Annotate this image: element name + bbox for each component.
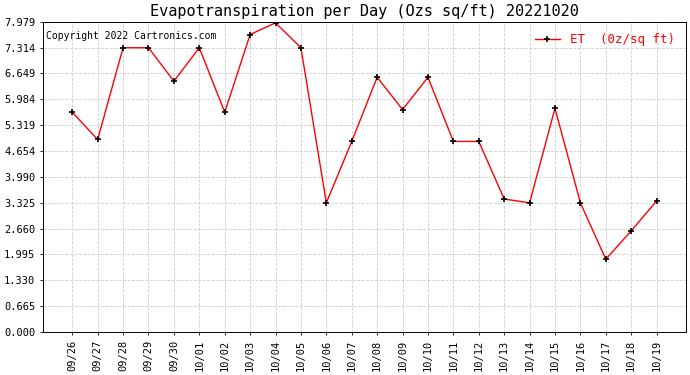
ET  (0z/sq ft) [297, 45, 305, 50]
ET  (0z/sq ft) [322, 201, 331, 205]
ET  (0z/sq ft) [246, 32, 254, 37]
ET  (0z/sq ft) [627, 229, 635, 233]
ET  (0z/sq ft) [271, 21, 279, 25]
ET  (0z/sq ft) [221, 110, 229, 114]
ET  (0z/sq ft) [475, 139, 483, 144]
ET  (0z/sq ft) [500, 197, 509, 201]
Title: Evapotranspiration per Day (Ozs sq/ft) 20221020: Evapotranspiration per Day (Ozs sq/ft) 2… [150, 4, 579, 19]
ET  (0z/sq ft) [424, 75, 432, 80]
ET  (0z/sq ft) [373, 75, 382, 80]
ET  (0z/sq ft) [348, 139, 356, 144]
ET  (0z/sq ft) [144, 45, 152, 50]
ET  (0z/sq ft) [94, 137, 102, 142]
ET  (0z/sq ft) [170, 79, 178, 83]
ET  (0z/sq ft) [653, 199, 661, 203]
Legend: ET  (0z/sq ft): ET (0z/sq ft) [530, 28, 680, 51]
ET  (0z/sq ft) [602, 257, 610, 261]
ET  (0z/sq ft) [551, 106, 559, 111]
ET  (0z/sq ft) [119, 45, 127, 50]
Line: ET  (0z/sq ft): ET (0z/sq ft) [69, 20, 660, 263]
ET  (0z/sq ft) [576, 201, 584, 205]
ET  (0z/sq ft) [195, 45, 204, 50]
Text: Copyright 2022 Cartronics.com: Copyright 2022 Cartronics.com [46, 31, 217, 41]
ET  (0z/sq ft) [449, 139, 457, 144]
ET  (0z/sq ft) [68, 110, 77, 114]
ET  (0z/sq ft) [398, 107, 406, 112]
ET  (0z/sq ft) [526, 201, 534, 205]
